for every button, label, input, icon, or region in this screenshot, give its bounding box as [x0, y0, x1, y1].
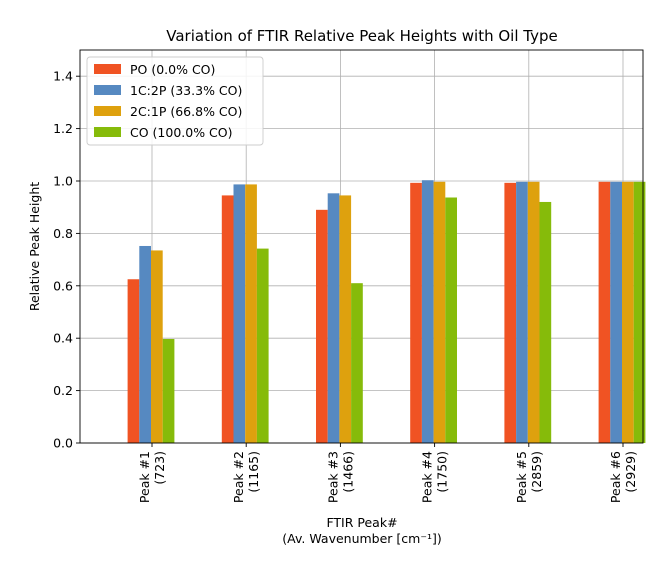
y-tick-label-6: 1.2	[53, 121, 73, 136]
bar-series0-cat2	[316, 209, 328, 443]
x-tick-label-line1-4: Peak #5	[514, 451, 529, 503]
x-tick-label-line2-3: (1750)	[435, 451, 450, 493]
x-tick-label-line2-1: (1165)	[246, 451, 261, 493]
bar-series0-cat1	[221, 195, 234, 443]
bar-series0-cat0	[127, 279, 140, 443]
bar-series3-cat5	[633, 181, 646, 443]
bar-series0-cat4	[504, 182, 517, 444]
bars	[127, 180, 646, 444]
x-tick-label-2: Peak #3 (1466)	[325, 451, 355, 503]
legend: PO (0.0% CO) 1C:2P (33.3% CO) 2C:1P (66.8%…	[86, 56, 264, 146]
bar-series3-cat3	[445, 197, 457, 443]
x-tick-label-line1-1: Peak #2	[231, 451, 246, 503]
y-tick-label-4: 0.8	[53, 226, 73, 241]
bar-series1-cat0	[139, 245, 151, 443]
y-tick-label-7: 1.4	[53, 69, 73, 84]
bar-series2-cat1	[245, 184, 257, 443]
bar-series2-cat4	[527, 181, 540, 443]
x-tick-label-line2-2: (1466)	[340, 451, 355, 493]
bar-series2-cat0	[151, 250, 163, 443]
y-tick-label-2: 0.4	[53, 331, 73, 346]
legend-label-3: CO (100.0% CO)	[130, 125, 233, 140]
bar-series1-cat2	[327, 193, 340, 443]
bar-series3-cat1	[256, 248, 269, 443]
x-tick-label-line1-3: Peak #4	[420, 451, 435, 503]
legend-swatch-0	[94, 64, 121, 74]
y-tick-label-1: 0.2	[53, 383, 73, 398]
bar-series3-cat2	[351, 283, 363, 443]
y-tick-label-3: 0.6	[53, 278, 73, 293]
x-tick-label-line1-5: Peak #6	[608, 451, 623, 503]
legend-label-0: PO (0.0% CO)	[130, 62, 215, 77]
legend-label-2: 2C:1P (66.8% CO)	[130, 104, 242, 119]
x-axis-label-line2: (Av. Wavenumber [cm⁻¹])	[282, 531, 441, 546]
bar-series1-cat4	[516, 181, 528, 443]
x-tick-labels: Peak #1 (723) Peak #2 (1165) Peak #3 (1466) Pe…	[137, 443, 638, 503]
bar-series3-cat4	[539, 201, 552, 443]
legend-label-1: 1C:2P (33.3% CO)	[130, 83, 242, 98]
x-tick-label-line1-2: Peak #3	[325, 451, 340, 503]
x-tick-label-5: Peak #6 (2929)	[608, 451, 638, 503]
x-tick-label-4: Peak #5 (2859)	[514, 451, 544, 503]
legend-box	[86, 56, 264, 146]
y-tick-labels: 0.0 0.2 0.4 0.6 0.8 1.0 1.2 1.4	[53, 69, 80, 451]
legend-swatch-3	[94, 127, 121, 137]
x-tick-label-line2-0: (723)	[152, 451, 167, 485]
y-tick-label-5: 1.0	[53, 174, 73, 189]
bar-series2-cat5	[622, 181, 634, 443]
x-tick-label-1: Peak #2 (1165)	[231, 451, 261, 503]
x-tick-label-3: Peak #4 (1750)	[420, 451, 450, 503]
x-tick-label-0: Peak #1 (723)	[137, 451, 167, 503]
x-axis-label-line1: FTIR Peak#	[326, 515, 397, 530]
x-tick-label-line2-5: (2929)	[623, 451, 638, 493]
bar-series1-cat3	[421, 180, 434, 444]
plot-frame	[79, 49, 644, 444]
bar-series2-cat2	[339, 195, 352, 443]
bar-series1-cat1	[233, 184, 246, 443]
y-axis-label: Relative Peak Height	[27, 182, 42, 311]
x-tick-label-line1-0: Peak #1	[137, 451, 152, 503]
chart-title: Variation of FTIR Relative Peak Heights …	[166, 27, 557, 45]
bar-series1-cat5	[610, 181, 622, 443]
bar-series0-cat5	[598, 181, 611, 443]
bar-series2-cat3	[433, 181, 446, 443]
y-tick-label-0: 0.0	[53, 436, 73, 451]
x-tick-label-line2-4: (2859)	[529, 451, 544, 493]
legend-swatch-1	[94, 85, 121, 95]
bar-series0-cat3	[410, 182, 422, 444]
legend-swatch-2	[94, 106, 121, 116]
bar-series3-cat0	[162, 338, 175, 443]
